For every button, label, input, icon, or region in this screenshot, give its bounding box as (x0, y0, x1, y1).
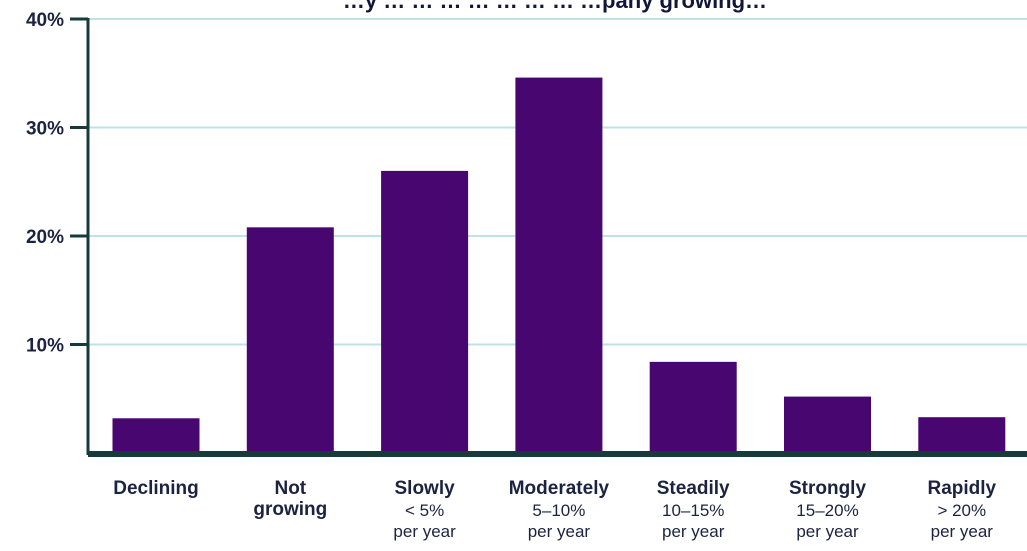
x-category-label: Moderately 5–10% per year (509, 478, 610, 541)
category-range: 5–10% (532, 501, 585, 520)
category-unit: per year (796, 522, 859, 541)
category-name: Slowly (395, 478, 456, 499)
bar-3 (515, 77, 603, 453)
bar-4 (649, 361, 737, 453)
y-tick-label: 20% (26, 227, 64, 248)
x-category-label: Declining (113, 478, 199, 499)
x-category-label: Slowly < 5% per year (393, 478, 456, 541)
category-name: Steadily (657, 478, 730, 499)
category-range: > 20% (937, 501, 986, 520)
category-unit: per year (393, 522, 456, 541)
bars (112, 77, 1006, 453)
bar-5 (784, 396, 871, 453)
category-range: < 5% (405, 501, 444, 520)
category-name: Strongly (789, 478, 866, 499)
y-tick-label: 10% (26, 336, 64, 357)
category-unit: per year (931, 522, 994, 541)
category-name-line2: growing (253, 499, 327, 520)
y-tick-labels: 10% 20% 30% 40% (26, 10, 88, 357)
category-unit: per year (528, 522, 591, 541)
category-unit: per year (662, 522, 725, 541)
bar-0 (112, 418, 200, 453)
category-name: Not (274, 478, 306, 499)
y-tick-label: 30% (26, 119, 64, 140)
y-tick-label: 40% (26, 10, 64, 31)
category-name: Rapidly (927, 478, 996, 499)
bar-2 (381, 170, 469, 453)
bar-1 (246, 227, 334, 453)
x-category-label: Strongly 15–20% per year (789, 478, 866, 541)
x-category-label: Rapidly > 20% per year (927, 478, 996, 541)
chart-title: …y … … … … … … … …pany growing… (343, 0, 767, 13)
category-name: Moderately (509, 478, 610, 499)
category-range: 15–20% (796, 501, 858, 520)
category-name: Declining (113, 478, 199, 499)
category-range: 10–15% (662, 501, 724, 520)
bar-6 (918, 417, 1006, 453)
x-category-label: Steadily 10–15% per year (657, 478, 730, 541)
